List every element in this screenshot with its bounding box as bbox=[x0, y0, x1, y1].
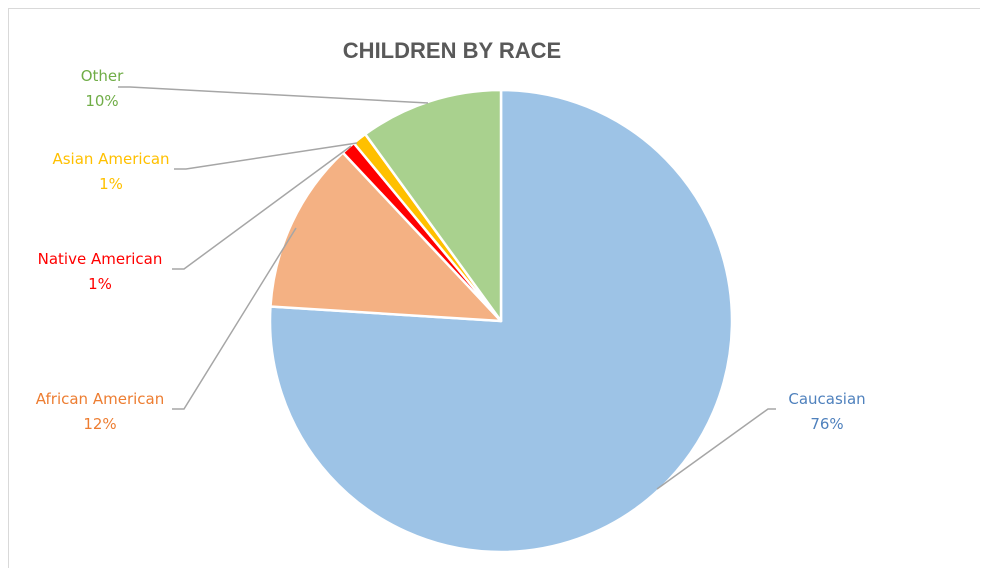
slice-label-other: Other bbox=[81, 67, 124, 85]
chart-title: CHILDREN BY RACE bbox=[343, 38, 561, 63]
slice-value-other: 10% bbox=[85, 92, 118, 110]
chart-frame bbox=[8, 8, 980, 568]
pie-slice-african-american bbox=[269, 151, 503, 323]
slice-value-african-american: 12% bbox=[83, 415, 116, 433]
slice-label-asian-american: Asian American bbox=[52, 150, 169, 168]
leader-line-asian-american bbox=[174, 142, 358, 170]
slice-value-asian-american: 1% bbox=[99, 175, 123, 193]
slice-value-caucasian: 76% bbox=[810, 415, 843, 433]
slice-label-african-american: African American bbox=[36, 390, 164, 408]
pie-slice-other bbox=[363, 88, 503, 323]
slice-label-native-american: Native American bbox=[38, 250, 163, 268]
slice-value-native-american: 1% bbox=[88, 275, 112, 293]
leader-line-native-american bbox=[172, 145, 352, 270]
leader-line-caucasian bbox=[656, 408, 776, 490]
slice-label-caucasian: Caucasian bbox=[788, 390, 865, 408]
leader-line-other bbox=[118, 86, 429, 104]
leader-line-african-american bbox=[172, 227, 297, 410]
